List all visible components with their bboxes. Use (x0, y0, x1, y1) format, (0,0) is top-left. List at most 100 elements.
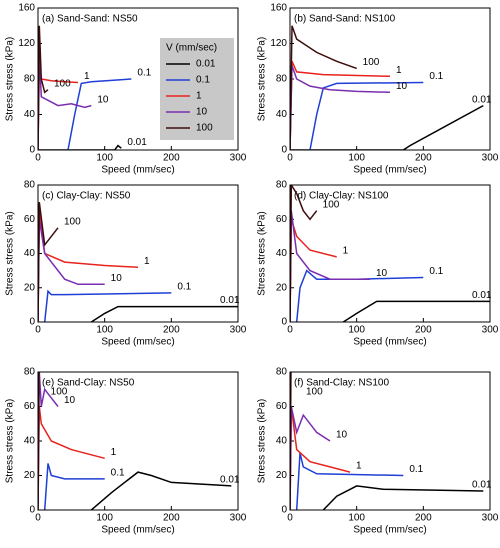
y-axis-label: Stress stress (kPa) (5, 399, 16, 483)
series-line (90, 305, 238, 322)
y-tick-label: 0 (29, 505, 35, 516)
x-tick-label: 0 (287, 153, 293, 164)
series-label: 0.01 (472, 94, 492, 105)
y-tick-label: 20 (276, 282, 288, 293)
series-label: 1 (356, 461, 362, 472)
x-axis-label: Speed (mm/sec) (101, 165, 174, 176)
series-label: 0.1 (429, 266, 443, 277)
panel-title: (a) Sand-Sand: NS50 (42, 14, 138, 25)
series-label: 0.01 (220, 295, 240, 306)
x-tick-label: 200 (415, 513, 432, 524)
series-line (322, 485, 484, 510)
plot-area (38, 202, 238, 322)
plot-frame (289, 371, 491, 511)
plot-frame (37, 7, 239, 151)
y-tick-label: 60 (24, 401, 36, 412)
x-tick-label: 100 (348, 153, 365, 164)
series-line (38, 202, 59, 322)
x-axis-label: Speed (mm/sec) (101, 337, 174, 348)
series-label: 0.1 (429, 71, 443, 82)
y-tick-label: 0 (281, 145, 287, 156)
x-tick-label: 300 (230, 153, 247, 164)
y-axis-label: Stress stress (kPa) (257, 37, 268, 121)
series-label: 100 (323, 200, 340, 211)
series-label: 10 (396, 81, 408, 92)
x-tick-label: 300 (482, 325, 499, 336)
x-axis-label: Speed (mm/sec) (101, 525, 174, 536)
series-line (290, 406, 331, 510)
series-label: 0.1 (137, 68, 151, 79)
plot-area (38, 372, 232, 510)
x-tick-label: 0 (287, 513, 293, 524)
legend-label: 1 (196, 91, 202, 102)
x-axis-label: Speed (mm/sec) (353, 165, 426, 176)
x-tick-label: 300 (230, 325, 247, 336)
y-tick-label: 40 (276, 248, 288, 259)
y-tick-label: 80 (276, 180, 288, 191)
x-tick-label: 0 (35, 325, 41, 336)
series-line (38, 372, 40, 510)
series-label: 1 (144, 256, 150, 267)
x-tick-label: 100 (348, 513, 365, 524)
y-tick-label: 40 (276, 109, 288, 120)
series-line (290, 25, 357, 150)
legend-title: V (mm/sec) (166, 43, 217, 54)
y-tick-label: 20 (24, 470, 36, 481)
series-line (295, 269, 424, 322)
y-tick-label: 160 (270, 3, 287, 14)
series-line (38, 25, 49, 150)
x-axis-label: Speed (mm/sec) (353, 337, 426, 348)
series-line (43, 463, 105, 510)
y-tick-label: 0 (29, 145, 35, 156)
series-label: 0.1 (409, 464, 423, 475)
x-axis-label: Speed (mm/sec) (353, 525, 426, 536)
series-label: 0.1 (177, 282, 191, 293)
series-label: 10 (97, 94, 109, 105)
legend-label: 0.01 (196, 59, 216, 70)
x-tick-label: 300 (230, 513, 247, 524)
x-tick-label: 300 (482, 513, 499, 524)
x-tick-label: 300 (482, 153, 499, 164)
x-tick-label: 0 (287, 325, 293, 336)
series-line (290, 219, 337, 322)
plot-area (290, 372, 484, 510)
y-axis-label: Stress stress (kPa) (5, 211, 16, 295)
legend-box (160, 38, 234, 140)
y-tick-label: 80 (24, 367, 36, 378)
series-line (38, 219, 105, 322)
y-axis-label: Stress stress (kPa) (257, 399, 268, 483)
series-line (295, 452, 404, 510)
series-label: 10 (64, 395, 76, 406)
x-tick-label: 200 (415, 153, 432, 164)
series-line (290, 185, 318, 322)
x-tick-label: 200 (415, 325, 432, 336)
y-tick-label: 60 (276, 214, 288, 225)
y-tick-label: 80 (24, 74, 36, 85)
series-line (290, 104, 484, 150)
series-line (309, 81, 424, 150)
series-label: 0.01 (127, 137, 147, 148)
plot-frame (37, 371, 239, 511)
series-label: 10 (376, 268, 388, 279)
series-label: 100 (54, 78, 71, 89)
series-line (290, 65, 391, 150)
series-label: 0.1 (111, 468, 125, 479)
series-line (67, 78, 132, 150)
series-label: 0.01 (472, 480, 492, 491)
y-tick-label: 40 (24, 109, 36, 120)
y-tick-label: 80 (24, 180, 36, 191)
y-tick-label: 20 (24, 282, 36, 293)
x-tick-label: 200 (163, 153, 180, 164)
x-tick-label: 200 (163, 513, 180, 524)
x-tick-label: 100 (348, 325, 365, 336)
y-tick-label: 60 (276, 401, 288, 412)
series-line (38, 210, 139, 322)
series-label: 100 (51, 387, 68, 398)
series-line (290, 372, 292, 510)
y-tick-label: 0 (281, 317, 287, 328)
plot-area (38, 25, 132, 150)
panel-title: (d) Clay-Clay: NS100 (294, 191, 389, 202)
series-line (290, 60, 391, 150)
series-label: 0.01 (220, 474, 240, 485)
series-line (43, 289, 172, 322)
